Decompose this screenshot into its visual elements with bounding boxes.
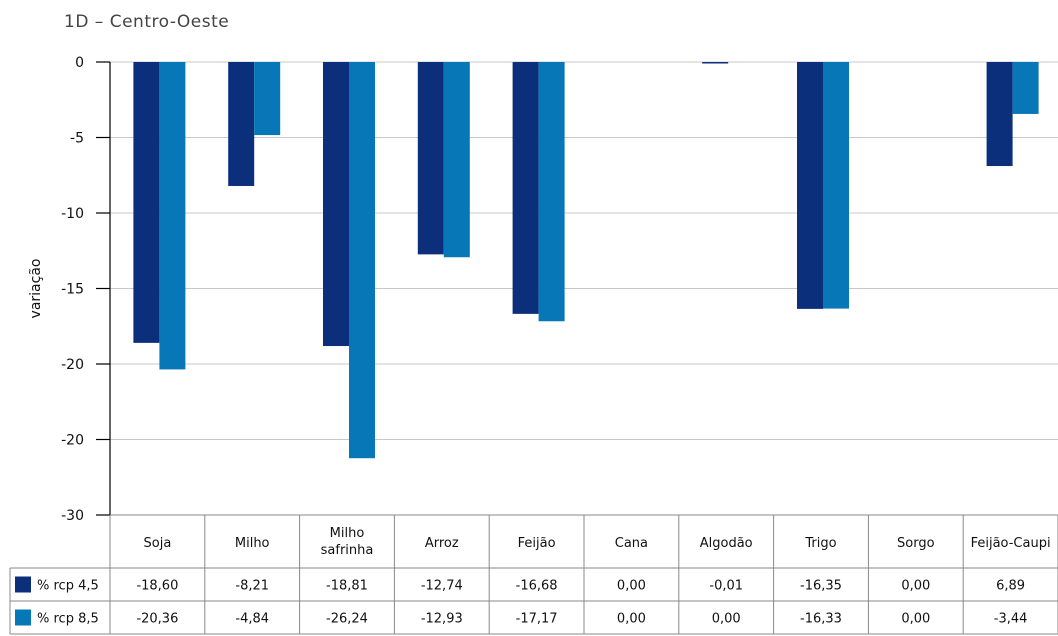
x-category-label: Cana <box>615 536 648 551</box>
data-table-value: 6,89 <box>996 579 1025 594</box>
data-table-value: -8,21 <box>235 579 269 594</box>
data-table-value: -3,44 <box>994 612 1028 627</box>
data-table-value: -16,35 <box>800 579 842 594</box>
bar <box>417 62 444 255</box>
data-table-value: -4,84 <box>235 612 269 627</box>
x-category-label: Feijão-Caupi <box>971 536 1051 551</box>
data-table-value: -17,17 <box>516 612 558 627</box>
bar <box>254 62 281 136</box>
legend-swatch <box>15 576 31 593</box>
y-tick-label: -10 <box>61 206 84 222</box>
legend-label: % rcp 8,5 <box>37 612 99 627</box>
x-category-label: Milho <box>330 526 365 541</box>
x-category-label: Milho <box>235 536 270 551</box>
data-table-value: 0,00 <box>712 612 741 627</box>
data-table-value: -16,33 <box>800 612 842 627</box>
data-table-value: -12,74 <box>421 579 463 594</box>
bar <box>443 62 470 258</box>
data-table-value: -12,93 <box>421 612 463 627</box>
y-tick-label: -30 <box>61 508 84 524</box>
data-table-value: -18,81 <box>326 579 368 594</box>
bar <box>797 62 823 309</box>
data-table-value: 0,00 <box>901 612 930 627</box>
bar <box>133 62 160 343</box>
data-table-value: -26,24 <box>326 612 368 627</box>
data-table-value: -0,01 <box>709 579 743 594</box>
data-table-value: -16,68 <box>516 579 558 594</box>
x-category-label: Arroz <box>425 536 459 551</box>
bar <box>538 62 565 322</box>
legend-swatch <box>15 609 31 626</box>
y-tick-label: -20 <box>61 357 84 373</box>
data-table-value: -18,60 <box>136 579 178 594</box>
bar <box>349 62 375 459</box>
data-table-value: 0,00 <box>617 612 646 627</box>
x-category-label: Soja <box>144 536 172 551</box>
x-category-label: Trigo <box>804 536 836 551</box>
bar <box>159 62 186 370</box>
x-category-label: Algodão <box>700 536 753 551</box>
x-category-label: Sorgo <box>897 536 935 551</box>
y-tick-label: -5 <box>70 131 84 147</box>
x-category-label: Feijão <box>518 536 556 551</box>
bar <box>702 62 729 64</box>
chart-title: 1D – Centro-Oeste <box>64 12 230 32</box>
legend-label: % rcp 4,5 <box>37 579 99 594</box>
bar <box>323 62 349 347</box>
bar <box>986 62 1013 167</box>
x-category-label: safrinha <box>321 543 374 558</box>
y-axis-label: variação <box>28 259 44 319</box>
y-tick-label: 0 <box>75 55 84 71</box>
data-table-value: -20,36 <box>136 612 178 627</box>
bar <box>823 62 849 309</box>
data-table-value: 0,00 <box>617 579 646 594</box>
bar <box>1012 62 1039 114</box>
data-table-value: 0,00 <box>901 579 930 594</box>
bar <box>228 62 255 186</box>
bar <box>512 62 539 314</box>
y-tick-label: -20 <box>61 433 84 449</box>
y-tick-label: -15 <box>61 282 84 298</box>
